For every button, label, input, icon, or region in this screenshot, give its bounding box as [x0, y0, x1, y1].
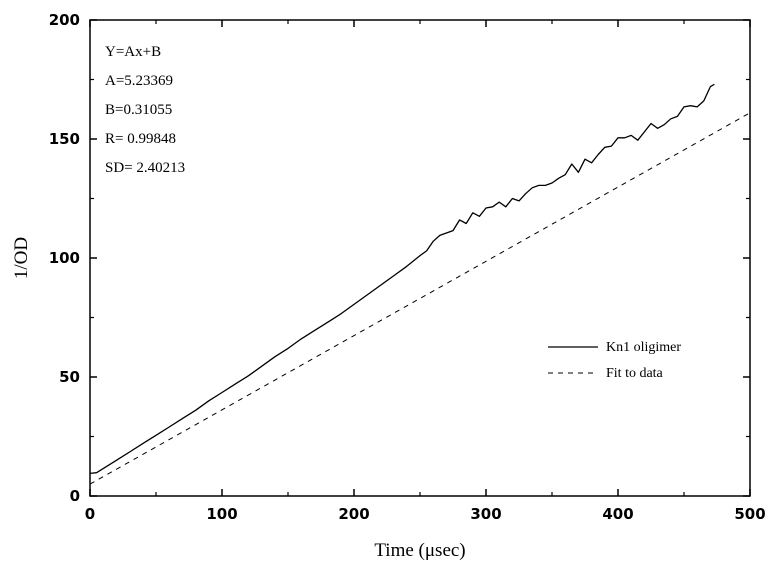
x-tick-labels: 0 100 200 300 400 500 [85, 505, 766, 523]
legend-label: Kn1 oligimer [606, 340, 681, 355]
y-tick-label: 0 [70, 487, 80, 505]
y-tick-labels: 0 50 100 150 200 [49, 11, 80, 505]
x-tick-label: 200 [338, 505, 369, 523]
x-tick-label: 300 [470, 505, 501, 523]
legend-label: Fit to data [606, 366, 664, 381]
x-tick-label: 100 [206, 505, 237, 523]
axis-ticks [89, 19, 751, 497]
plot-frame [89, 19, 751, 497]
y-axis-title: 1/OD [11, 237, 32, 279]
y-tick-label: 200 [49, 11, 80, 29]
x-tick-label: 0 [85, 505, 95, 523]
x-tick-label: 400 [602, 505, 633, 523]
annotation-line: A=5.23369 [105, 73, 173, 89]
fit-line [89, 112, 751, 485]
annotation-line: B=0.31055 [105, 102, 172, 118]
x-axis-title: Time (μsec) [374, 540, 465, 561]
legend: Kn1 oligimer Fit to data [548, 340, 681, 381]
y-tick-label: 150 [49, 130, 80, 148]
y-tick-label: 100 [49, 249, 80, 267]
data-series-line [89, 83, 715, 475]
fit-annotation: Y=Ax+B A=5.23369 B=0.31055 R= 0.99848 SD… [105, 44, 185, 176]
annotation-line: Y=Ax+B [105, 44, 161, 60]
x-tick-label: 500 [734, 505, 765, 523]
y-tick-label: 50 [59, 368, 80, 386]
annotation-line: SD= 2.40213 [105, 160, 185, 176]
annotation-line: R= 0.99848 [105, 131, 176, 147]
series-layer [89, 83, 751, 485]
